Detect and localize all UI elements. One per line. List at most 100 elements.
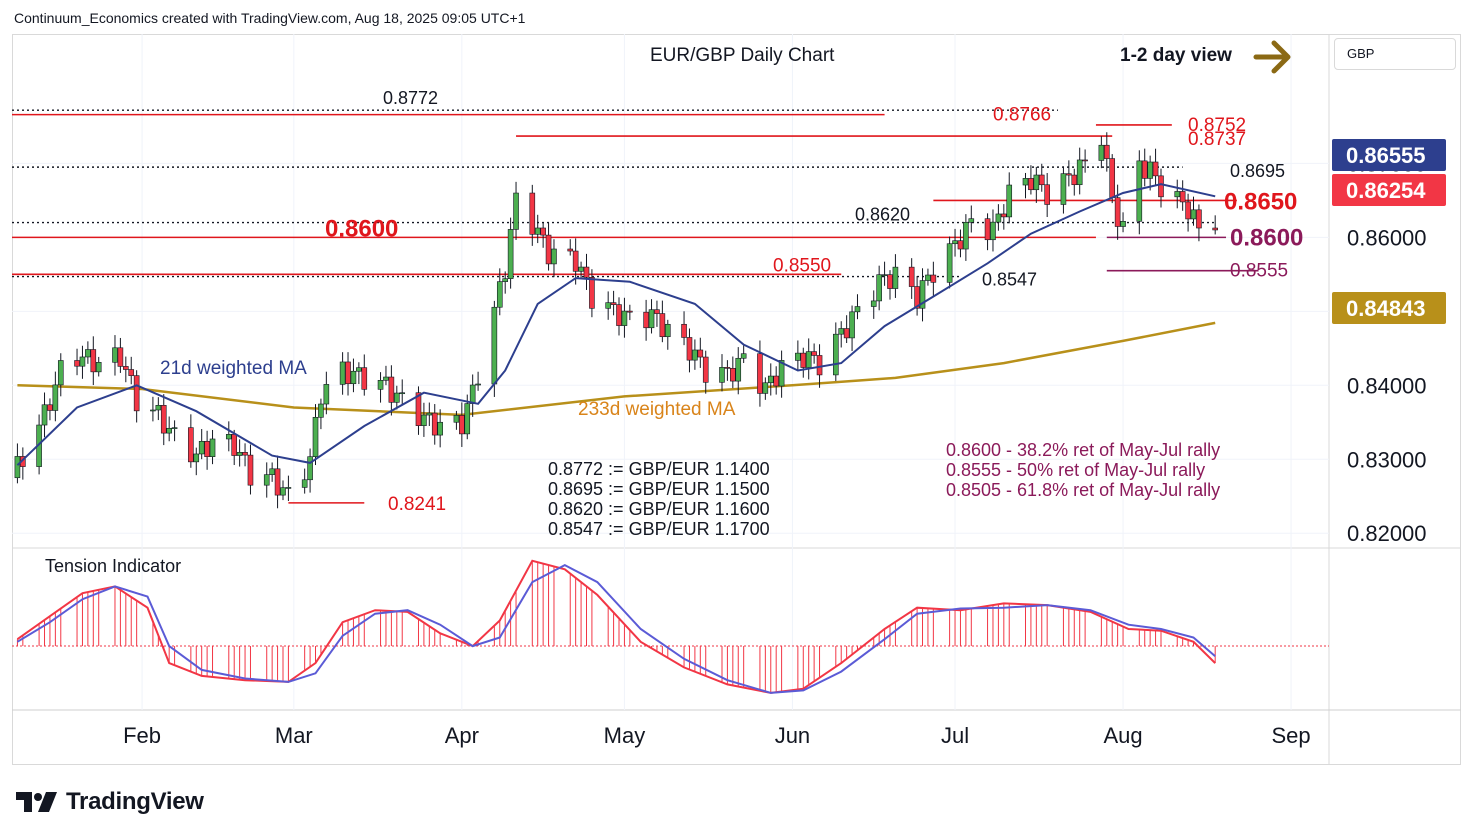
candle-up — [469, 384, 476, 404]
conversion-note: 0.8620 := GBP/EUR 1.1600 — [548, 499, 770, 519]
y-tick-label: 0.83000 — [1347, 447, 1427, 472]
candle-up — [952, 240, 958, 245]
tradingview-logo-icon — [16, 792, 57, 812]
candle-down — [697, 349, 704, 358]
candle-up — [1033, 174, 1040, 191]
candle-up — [193, 453, 200, 463]
right-arrow-icon — [1253, 40, 1291, 74]
levels-layer — [12, 109, 1259, 504]
tension-layer — [12, 559, 1329, 694]
candle-up — [551, 248, 557, 265]
candle-down — [274, 468, 281, 496]
candle-up — [263, 474, 270, 486]
candle-up — [198, 441, 205, 455]
candle-down — [1103, 144, 1110, 159]
candle-up — [399, 392, 406, 395]
candle-down — [686, 337, 693, 361]
brand-name: TradingView — [66, 788, 204, 815]
ma233-line — [17, 321, 1216, 417]
price-badge — [1332, 139, 1446, 171]
tension-title: Tension Indicator — [45, 556, 181, 576]
candle-down — [204, 441, 210, 457]
chart-frame — [12, 34, 1461, 765]
candle-up — [350, 370, 357, 385]
x-tick-label: Apr — [445, 723, 479, 748]
candle-down — [914, 286, 920, 309]
candle-down — [1066, 173, 1072, 176]
candle-up — [421, 414, 427, 426]
y-tick-label: 0.82000 — [1347, 521, 1427, 546]
candle-up — [1147, 161, 1153, 179]
candle-up — [876, 274, 882, 302]
candle-down — [908, 266, 915, 287]
candle-up — [150, 409, 156, 412]
x-tick-label: Mar — [275, 723, 313, 748]
x-tick-label: Sep — [1271, 723, 1310, 748]
candle-up — [171, 427, 178, 429]
level-label: 0.8695 — [1230, 161, 1285, 181]
candle-up — [14, 456, 21, 479]
candle-up — [1190, 209, 1197, 220]
candle-up — [166, 427, 172, 434]
candle-down — [1028, 178, 1034, 191]
candle-up — [312, 416, 319, 457]
candle-up — [491, 306, 498, 385]
ma21-label: 21d weighted MA — [160, 358, 307, 379]
candle-down — [589, 277, 595, 309]
level-label: 0.8600 — [325, 215, 398, 242]
candle-up — [919, 280, 926, 309]
candle-down — [843, 328, 850, 339]
candle-up — [995, 213, 1002, 223]
candle-up — [502, 278, 508, 282]
candle-down — [188, 427, 194, 463]
candle-down — [388, 376, 395, 403]
candle-down — [627, 310, 633, 313]
candle-down — [1071, 174, 1078, 186]
candle-down — [773, 375, 779, 387]
level-label: 0.8752 — [1188, 115, 1246, 136]
brand[interactable]: TradingView — [16, 788, 204, 816]
candle-down — [117, 347, 124, 367]
candle-down — [724, 367, 731, 369]
candle-down — [816, 355, 823, 376]
level-label: 0.8737 — [1188, 129, 1246, 150]
candle-down — [345, 361, 351, 385]
candle-up — [79, 356, 86, 367]
candle-up — [838, 328, 845, 335]
candle-up — [534, 227, 541, 235]
candle-up — [648, 309, 655, 329]
candle-down — [1082, 159, 1088, 162]
candle-down — [1044, 184, 1050, 205]
candle-up — [1098, 144, 1105, 161]
candle-up — [475, 383, 481, 386]
x-tick-label: May — [604, 723, 646, 748]
x-tick-label: Aug — [1103, 723, 1142, 748]
candle-up — [740, 353, 747, 359]
candle-down — [1109, 158, 1116, 198]
candle-up — [767, 375, 774, 384]
candles-layer — [14, 132, 1218, 509]
candle-down — [415, 392, 422, 426]
candle-up — [795, 352, 801, 361]
candle-up — [383, 376, 389, 381]
candle-up — [437, 421, 443, 436]
candle-up — [778, 360, 785, 387]
candle-down — [540, 227, 546, 236]
candle-up — [1022, 178, 1029, 186]
candle-up — [854, 306, 861, 313]
candle-up — [496, 281, 503, 308]
price-badge-label: 0.86555 — [1346, 143, 1426, 168]
level-label: 0.8600 — [1230, 224, 1303, 251]
retracement-note: 0.8505 - 61.8% ret of May-Jul rally — [946, 480, 1220, 500]
conversion-note: 0.8695 := GBP/EUR 1.1500 — [548, 479, 770, 499]
currency-label[interactable]: GBP — [1334, 38, 1456, 70]
candle-down — [930, 274, 937, 283]
price-badge — [1332, 174, 1446, 206]
tension-blue-line — [16, 563, 1216, 694]
candle-down — [74, 360, 80, 367]
level-label: 0.8555 — [1230, 261, 1288, 282]
candle-down — [757, 353, 763, 394]
candle-down — [887, 274, 893, 289]
tension-red-line — [16, 559, 1216, 694]
